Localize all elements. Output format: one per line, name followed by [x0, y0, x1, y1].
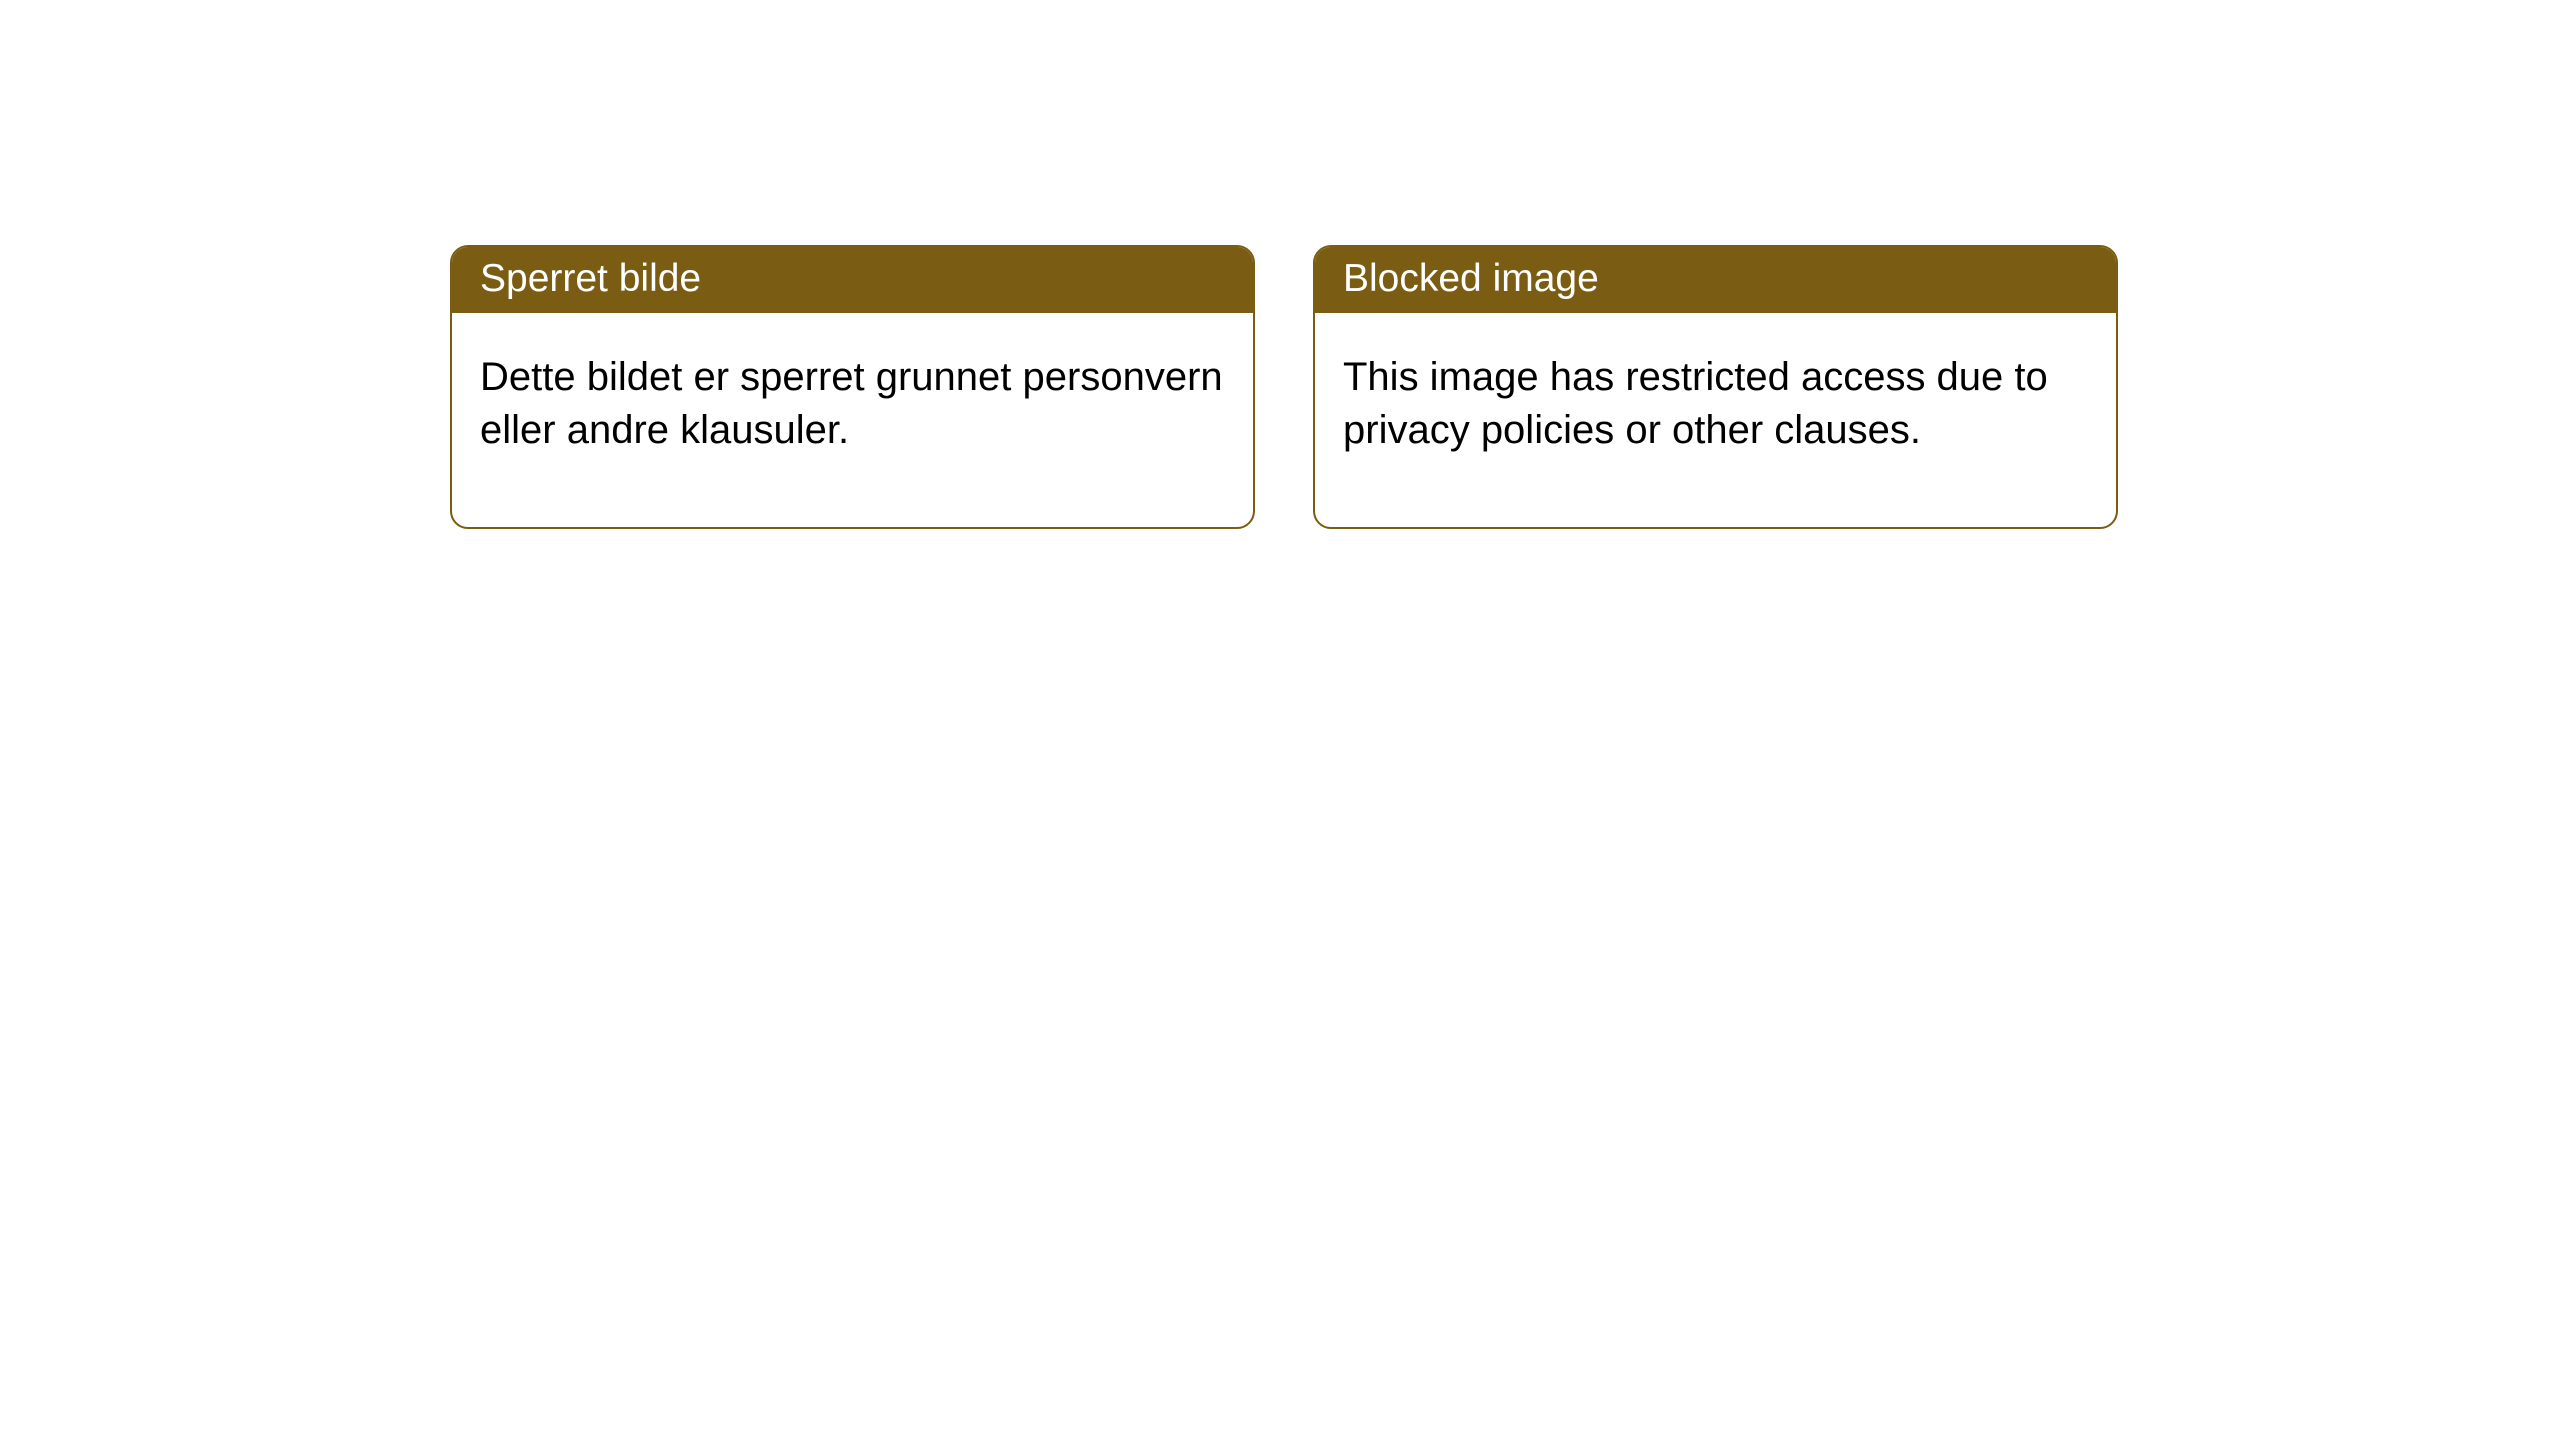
card-title: Blocked image [1343, 257, 1599, 300]
blocked-image-card-en: Blocked image This image has restricted … [1313, 245, 2118, 529]
card-body-text: Dette bildet er sperret grunnet personve… [480, 355, 1223, 452]
card-title: Sperret bilde [480, 257, 701, 300]
blocked-image-card-no: Sperret bilde Dette bildet er sperret gr… [450, 245, 1255, 529]
card-body: This image has restricted access due to … [1315, 313, 2116, 527]
card-body-text: This image has restricted access due to … [1343, 355, 2048, 452]
card-header: Blocked image [1315, 247, 2116, 313]
card-body: Dette bildet er sperret grunnet personve… [452, 313, 1253, 527]
card-header: Sperret bilde [452, 247, 1253, 313]
cards-container: Sperret bilde Dette bildet er sperret gr… [0, 0, 2560, 529]
